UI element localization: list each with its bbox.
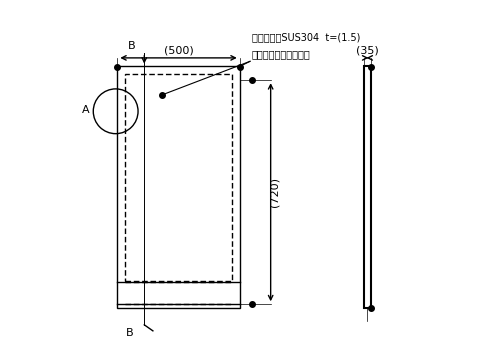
Text: (35): (35) <box>356 45 379 55</box>
Text: B: B <box>126 328 134 338</box>
Bar <box>118 66 240 308</box>
Text: A: A <box>82 105 90 114</box>
Text: B: B <box>128 41 136 51</box>
Text: (720): (720) <box>270 177 280 207</box>
Text: (500): (500) <box>164 45 194 55</box>
Text: ステンレスSUS304  t=(1.5): ステンレスSUS304 t=(1.5) <box>252 33 360 42</box>
Bar <box>125 74 232 281</box>
Text: 塩化ビニルフィルム貴: 塩化ビニルフィルム貴 <box>252 50 310 60</box>
Bar <box>364 66 371 308</box>
